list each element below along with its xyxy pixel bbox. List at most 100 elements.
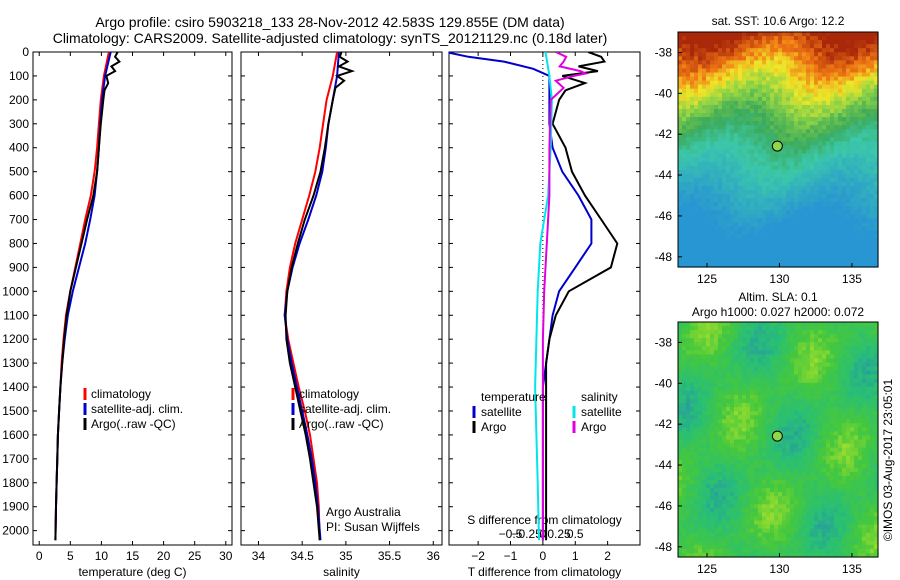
sla-map-cell [714, 467, 719, 473]
sla-map-cell [874, 334, 879, 339]
sst-map-cell [710, 157, 715, 163]
sst-map-cell [862, 250, 867, 256]
sst-map-cell [846, 104, 851, 110]
sst-map-cell [850, 202, 855, 207]
sla-map-cell [858, 358, 863, 364]
sst-map-cell [770, 92, 775, 98]
sst-map-cell [738, 165, 743, 171]
sla-map-cell [686, 382, 691, 388]
sla-map-cell [834, 431, 839, 437]
sla-map-cell [714, 346, 719, 351]
sla-map-cell [750, 362, 755, 368]
sst-map-cell [850, 32, 855, 37]
sla-map-cell [722, 411, 727, 416]
sst-map-cell [770, 52, 775, 57]
sst-map-cell [758, 113, 763, 118]
sst-map-cell [762, 76, 767, 82]
sst-map-cell [726, 250, 731, 256]
sst-map-cell [694, 88, 699, 94]
sst-map-cell [786, 194, 791, 199]
sst-map-cell [802, 242, 807, 248]
sla-map-cell [826, 342, 831, 347]
sla-map-cell [678, 403, 683, 408]
sst-map-cell [870, 60, 875, 66]
sst-map-cell [758, 80, 763, 86]
sla-map-cell [794, 403, 799, 408]
sla-map-cell [682, 431, 687, 437]
sst-map-cell [730, 92, 735, 98]
sst-map-cell [698, 56, 703, 61]
sla-map-cell [738, 443, 743, 449]
sla-map-cell [818, 326, 823, 331]
sla-map-cell [742, 338, 747, 343]
sst-map-cell [770, 121, 775, 126]
sst-map-cell [842, 210, 847, 215]
sst-map-cell [790, 242, 795, 248]
sla-map-cell [754, 419, 759, 424]
sst-map-cell [798, 262, 803, 268]
sst-map-cell [778, 177, 783, 183]
sla-map-cell [810, 455, 815, 461]
sst-map-cell [818, 242, 823, 248]
sst-map-cell [874, 218, 879, 224]
sst-map-cell [746, 262, 751, 268]
sst-map-cell [802, 56, 807, 61]
sst-map-cell [802, 206, 807, 211]
sla-map-cell [858, 326, 863, 331]
sst-map-cell [778, 76, 783, 82]
sla-map-cell [834, 447, 839, 453]
sla-map-cell [874, 398, 879, 404]
sla-map-cell [758, 342, 763, 347]
sla-map-cell [774, 415, 779, 420]
sst-map-cell [766, 44, 771, 49]
sst-map-cell [686, 52, 691, 57]
sst-map-cell [730, 84, 735, 90]
sla-map-cell [818, 374, 823, 380]
sst-map-cell [830, 80, 835, 86]
sla-map-cell [806, 378, 811, 384]
sst-map-cell [718, 222, 723, 228]
sst-map-cell [802, 238, 807, 244]
sla-map-cell [690, 411, 695, 416]
sst-map-cell [866, 194, 871, 199]
sst-map-cell [862, 161, 867, 167]
sla-map-cell [874, 374, 879, 380]
sla-map-cell [866, 455, 871, 461]
sst-map-cell [866, 198, 871, 203]
sla-map-cell [698, 350, 703, 356]
sst-map-cell [698, 214, 703, 219]
sst-map-cell [790, 125, 795, 130]
sla-map-cell [850, 419, 855, 424]
sst-map-cell [770, 246, 775, 252]
sst-map-cell [778, 64, 783, 70]
sla-map-cell [806, 338, 811, 343]
sst-map-cell [798, 218, 803, 224]
sst-map-cell [766, 157, 771, 163]
sst-map-cell [838, 113, 843, 118]
sst-map-cell [858, 88, 863, 94]
sla-map-cell [726, 398, 731, 404]
sla-map-cell [858, 435, 863, 441]
sla-map-cell [810, 338, 815, 343]
sla-map-cell [686, 439, 691, 445]
sla-map-cell [774, 330, 779, 335]
sla-map-cell [854, 451, 859, 457]
sla-map-cell [846, 382, 851, 388]
sst-map-cell [758, 137, 763, 142]
sla-map-cell [726, 338, 731, 343]
sst-map-cell [746, 108, 751, 114]
sst-map-cell [782, 230, 787, 236]
sst-map-cell [874, 254, 879, 260]
sst-map-cell [758, 242, 763, 248]
sst-map-cell [734, 153, 739, 159]
sla-map-cell [818, 423, 823, 428]
sla-map-cell [766, 334, 771, 339]
sst-map-cell [786, 222, 791, 228]
sst-map-cell [706, 133, 711, 138]
sst-map-cell [782, 185, 787, 191]
sst-map-cell [682, 80, 687, 86]
sla-map-cell [786, 459, 791, 465]
sst-map-cell [718, 96, 723, 102]
sla-map-cell [786, 326, 791, 331]
sla-map-cell [822, 358, 827, 364]
